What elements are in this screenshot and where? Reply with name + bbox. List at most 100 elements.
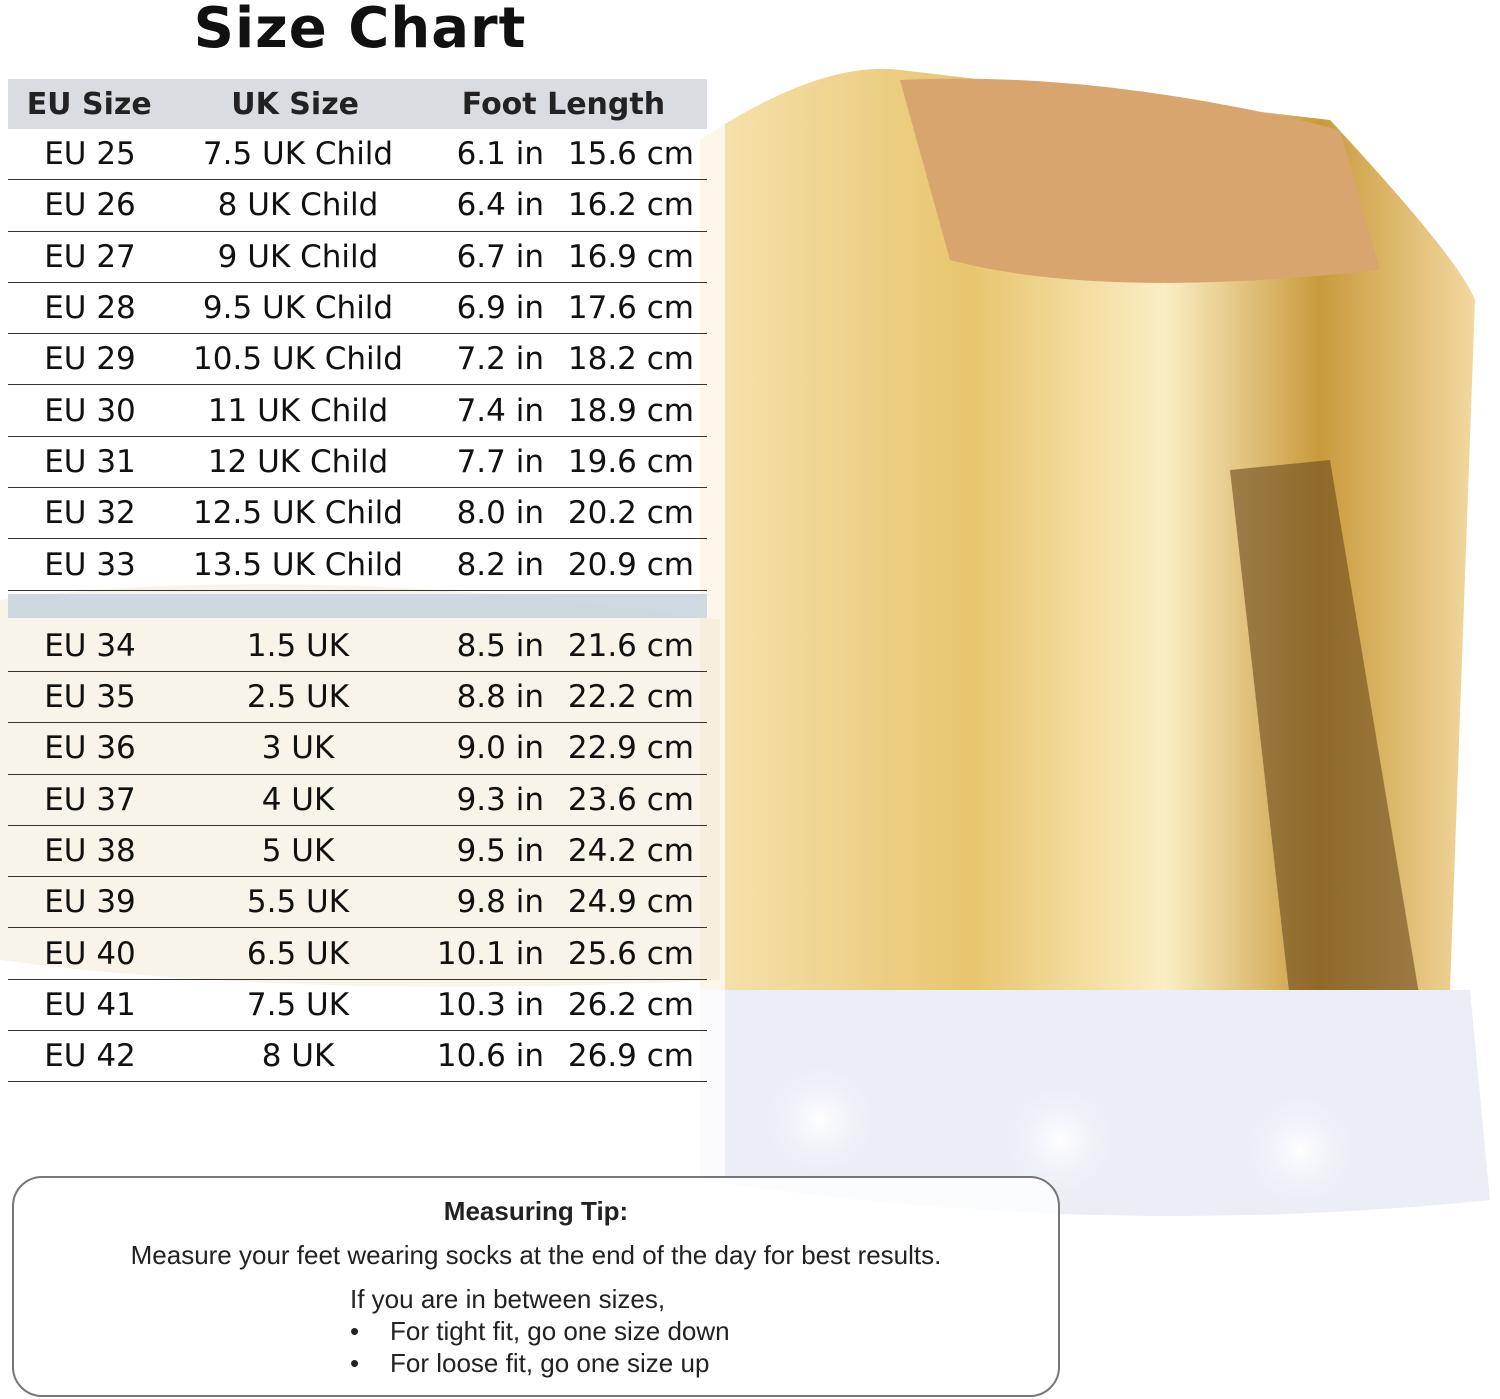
table-row: EU 36 3 UK 9.0 in 22.9 cm	[8, 723, 707, 775]
uk-size-cell: 7.5 UK	[246, 986, 350, 1023]
eu-size-cell: EU 38	[44, 833, 136, 869]
uk-size-cell: 10.5 UK Child	[193, 341, 403, 378]
header-uk: UK Size	[231, 86, 359, 122]
tip-bullet-text: For loose fit, go one size up	[390, 1348, 710, 1378]
cm-cell: 20.9 cm	[567, 546, 694, 583]
uk-size-cell: 8 UK	[261, 1038, 335, 1075]
table-row: EU 34 1.5 UK 8.5 in 21.6 cm	[8, 621, 707, 672]
eu-size-cell: EU 32	[44, 495, 136, 532]
eu-size-cell: EU 37	[44, 781, 136, 818]
eu-size-cell: EU 34	[44, 627, 136, 664]
uk-size-cell: 7.5 UK Child	[202, 136, 394, 173]
eu-size-cell: EU 39	[44, 884, 136, 921]
measuring-tip-box: Measuring Tip: Measure your feet wearing…	[12, 1176, 1060, 1397]
adult-rows: EU 34 1.5 UK 8.5 in 21.6 cm EU 35 2.5 UK 8.8 i…	[8, 621, 707, 1083]
table-row: EU 38 5 UK 9.5 in 24.2 cm	[8, 826, 707, 878]
cm-cell: 15.6 cm	[567, 136, 694, 173]
inches-cell: 9.0 in	[456, 730, 544, 767]
tip-title: Measuring Tip:	[443, 1196, 629, 1226]
table-row: EU 37 4 UK 9.3 in 23.6 cm	[8, 775, 707, 826]
inches-cell: 7.2 in	[456, 341, 544, 378]
table-row: EU 25 7.5 UK Child 6.1 in 15.6 cm	[8, 129, 707, 181]
uk-size-cell: 9.5 UK Child	[202, 290, 394, 327]
eu-size-cell: EU 28	[44, 290, 136, 327]
eu-size-cell: EU 31	[44, 443, 136, 480]
cm-cell: 26.9 cm	[567, 1038, 694, 1075]
cm-cell: 26.2 cm	[567, 986, 694, 1023]
cm-cell: 21.6 cm	[567, 627, 694, 664]
inches-cell: 8.0 in	[456, 495, 544, 532]
cm-cell: 20.2 cm	[567, 495, 694, 532]
eu-size-cell: EU 35	[44, 679, 136, 716]
table-row: EU 31 12 UK Child 7.7 in 19.6 cm	[8, 437, 707, 489]
cm-cell: 17.6 cm	[567, 290, 694, 327]
eu-size-cell: EU 41	[44, 986, 136, 1023]
table-row: EU 32 12.5 UK Child 8.0 in 20.2 cm	[8, 488, 707, 540]
inches-cell: 6.4 in	[456, 187, 544, 224]
cm-cell: 24.9 cm	[567, 884, 694, 921]
table-row: EU 35 2.5 UK 8.8 in 22.2 cm	[8, 672, 707, 724]
inches-cell: 8.5 in	[456, 627, 544, 664]
uk-size-cell: 12.5 UK Child	[193, 495, 403, 532]
inches-cell: 7.7 in	[456, 443, 544, 480]
uk-size-cell: 11 UK Child	[207, 392, 389, 429]
inches-cell: 6.9 in	[456, 290, 544, 327]
inches-cell: 7.4 in	[456, 392, 544, 429]
inches-cell: 10.6 in	[436, 1038, 544, 1075]
inches-cell: 9.8 in	[456, 884, 544, 921]
eu-size-cell: EU 25	[44, 136, 136, 173]
uk-size-cell: 1.5 UK	[246, 627, 350, 664]
uk-size-cell: 5.5 UK	[246, 884, 350, 921]
table-row: EU 26 8 UK Child 6.4 in 16.2 cm	[8, 180, 707, 232]
cm-cell: 18.2 cm	[567, 341, 694, 378]
eu-size-cell: EU 33	[44, 546, 136, 583]
eu-size-cell: EU 27	[44, 238, 136, 275]
cm-cell: 18.9 cm	[567, 392, 694, 429]
table-row: EU 33 13.5 UK Child 8.2 in 20.9 cm	[8, 539, 707, 591]
inches-cell: 8.8 in	[456, 679, 544, 716]
uk-size-cell: 8 UK Child	[217, 187, 379, 224]
table-row: EU 42 8 UK 10.6 in 26.9 cm	[8, 1031, 707, 1083]
header-foot-length: Foot Length	[461, 86, 666, 122]
uk-size-cell: 3 UK	[261, 730, 335, 767]
cm-cell: 23.6 cm	[567, 781, 694, 818]
uk-size-cell: 12 UK Child	[207, 443, 389, 480]
tip-bullet: • For tight fit, go one size down	[350, 1316, 730, 1346]
table-header: EU Size UK Size Foot Length	[8, 79, 707, 129]
table-row: EU 29 10.5 UK Child 7.2 in 18.2 cm	[8, 334, 707, 386]
uk-size-cell: 13.5 UK Child	[193, 546, 403, 583]
uk-size-cell: 9 UK Child	[217, 238, 379, 275]
table-row: EU 28 9.5 UK Child 6.9 in 17.6 cm	[8, 283, 707, 335]
cm-cell: 22.2 cm	[567, 679, 694, 716]
eu-size-cell: EU 26	[44, 187, 136, 224]
table-row: EU 39 5.5 UK 9.8 in 24.9 cm	[8, 877, 707, 929]
cm-cell: 24.2 cm	[567, 833, 694, 869]
tip-text: Measure your feet wearing socks at the e…	[130, 1240, 942, 1270]
uk-size-cell: 5 UK	[261, 833, 335, 869]
eu-size-cell: EU 30	[44, 392, 136, 429]
inches-cell: 9.5 in	[456, 833, 544, 869]
tip-bullet: • For loose fit, go one size up	[350, 1348, 710, 1378]
inches-cell: 6.1 in	[456, 136, 544, 173]
inches-cell: 9.3 in	[456, 781, 544, 818]
section-separator	[8, 593, 707, 618]
uk-size-cell: 6.5 UK	[246, 935, 350, 972]
eu-size-cell: EU 36	[44, 730, 136, 767]
inches-cell: 8.2 in	[456, 546, 544, 583]
table-row: EU 40 6.5 UK 10.1 in 25.6 cm	[8, 928, 707, 980]
cm-cell: 16.2 cm	[567, 187, 694, 224]
inches-cell: 10.3 in	[436, 986, 544, 1023]
header-eu: EU Size	[26, 86, 152, 122]
page-title: Size Chart	[193, 0, 527, 61]
uk-size-cell: 4 UK	[261, 781, 335, 818]
uk-size-cell: 2.5 UK	[246, 679, 350, 716]
cm-cell: 25.6 cm	[567, 935, 694, 972]
tip-subtext: If you are in between sizes,	[350, 1284, 666, 1314]
inches-cell: 6.7 in	[456, 238, 544, 275]
inches-cell: 10.1 in	[436, 935, 544, 972]
eu-size-cell: EU 42	[44, 1038, 136, 1075]
kids-rows: EU 25 7.5 UK Child 6.1 in 15.6 cm EU 26 8 UK …	[8, 129, 707, 591]
tip-bullet-text: For tight fit, go one size down	[390, 1316, 730, 1346]
eu-size-cell: EU 40	[44, 935, 136, 972]
table-row: EU 30 11 UK Child 7.4 in 18.9 cm	[8, 385, 707, 437]
